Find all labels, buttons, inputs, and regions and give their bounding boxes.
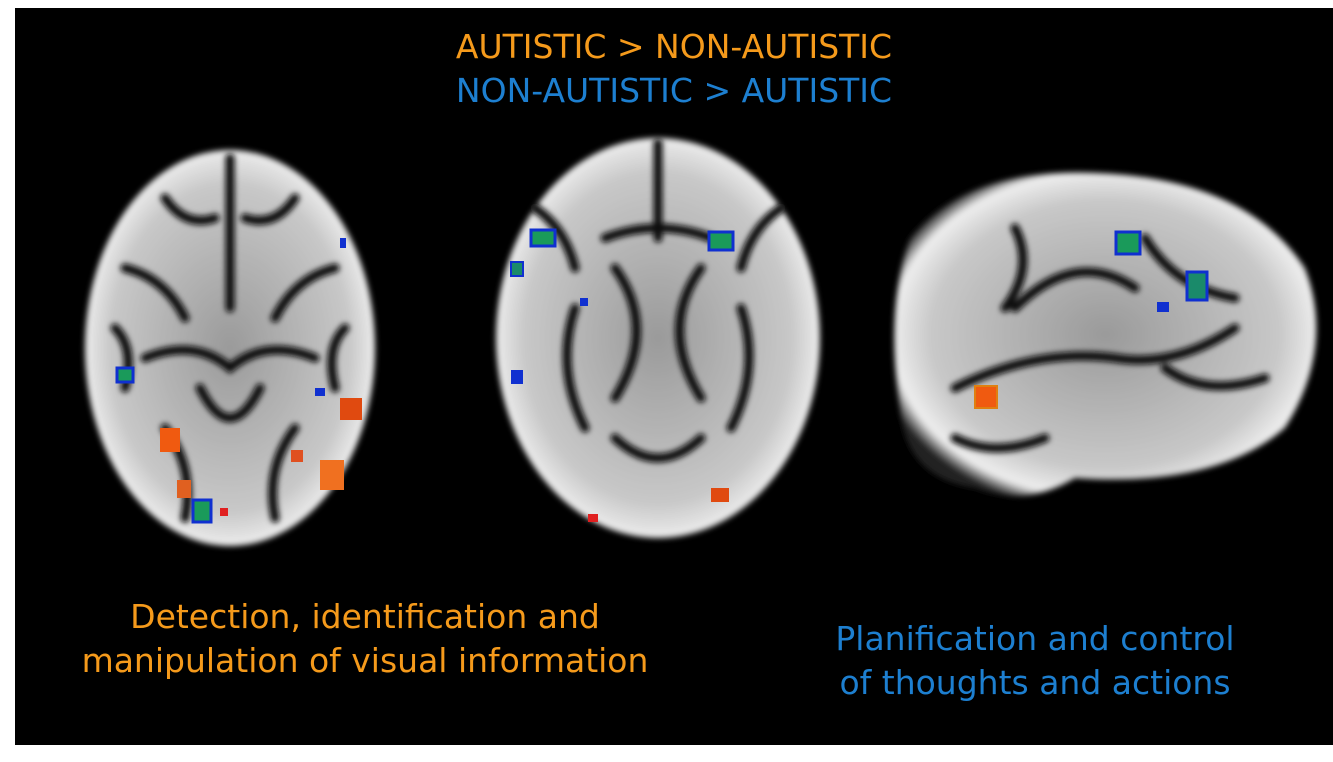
caption-left-line: manipulation of visual information xyxy=(15,640,715,682)
caption-right-line: of thoughts and actions xyxy=(755,662,1315,704)
page: AUTISTIC > NON-AUTISTIC NON-AUTISTIC > A… xyxy=(0,0,1333,762)
axial-slice-2 xyxy=(496,138,820,538)
legend-decrease: NON-AUTISTIC > AUTISTIC xyxy=(15,70,1333,112)
sagittal-slice xyxy=(894,173,1316,496)
axial-slice-1 xyxy=(85,150,375,546)
caption-left-line: Detection, identification and xyxy=(15,596,715,638)
caption-right-line: Planification and control xyxy=(755,618,1315,660)
legend-increase: AUTISTIC > NON-AUTISTIC xyxy=(15,26,1333,68)
slide: AUTISTIC > NON-AUTISTIC NON-AUTISTIC > A… xyxy=(15,8,1333,745)
